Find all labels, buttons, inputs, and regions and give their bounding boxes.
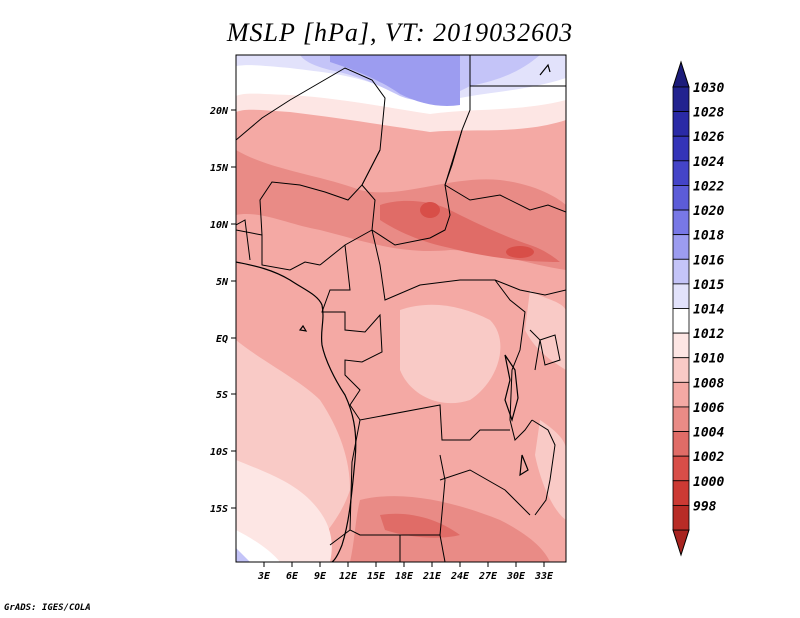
colorbar-swatch <box>672 504 690 531</box>
colorbar-label: 1000 <box>693 475 724 490</box>
lat-tick: 5S <box>216 390 228 401</box>
colorbar-label: 1024 <box>693 155 724 170</box>
colorbar-label: 1004 <box>693 426 724 441</box>
colorbar-label: 1012 <box>693 327 724 342</box>
lat-tick: 15N <box>210 163 229 174</box>
lat-tick: 5N <box>216 277 229 288</box>
colorbar-label: 1002 <box>693 450 724 465</box>
lat-tick: 20N <box>209 106 229 117</box>
lon-tick: 33E <box>534 571 554 582</box>
colorbar-swatch <box>672 135 690 162</box>
colorbar-swatch <box>672 234 690 260</box>
colorbar-label: 1022 <box>693 179 724 194</box>
colorbar-label: 1014 <box>693 303 724 318</box>
colorbar-swatch <box>672 455 690 482</box>
colorbar-swatch <box>672 160 690 186</box>
colorbar-label: 1016 <box>693 253 724 268</box>
colorbar-swatch <box>672 381 690 408</box>
lon-tick: 30E <box>506 571 526 582</box>
colorbar-swatch <box>672 209 690 236</box>
colorbar-swatch <box>672 283 690 309</box>
colorbar-label: 1008 <box>693 376 724 391</box>
map-frame <box>235 54 567 563</box>
coastline <box>236 63 551 562</box>
lon-tick: 24E <box>450 571 470 582</box>
lon-tick: 12E <box>339 571 358 582</box>
lon-tick: 9E <box>314 571 327 582</box>
colorbar-swatch <box>672 86 690 113</box>
lon-tick: 21E <box>422 571 442 582</box>
colorbar-label: 1006 <box>693 401 724 416</box>
lat-tick: 10S <box>210 447 228 458</box>
colorbar-swatch <box>672 357 690 383</box>
lat-tick: 10N <box>210 220 229 231</box>
colorbar-swatch <box>672 406 690 432</box>
map-title: MSLP [hPa], VT: 2019032603 <box>226 18 574 47</box>
lon-tick: 15E <box>367 571 386 582</box>
lon-tick: 6E <box>286 571 299 582</box>
lat-tick: EQ <box>216 334 228 345</box>
colorbar-swatch <box>672 332 690 359</box>
colorbar-label: 1015 <box>693 278 724 293</box>
colorbar-swatch <box>672 431 690 457</box>
colorbar-swatch <box>672 185 690 211</box>
colorbar-label: 998 <box>693 499 717 514</box>
lon-tick: 18E <box>395 571 414 582</box>
lon-tick: 27E <box>478 571 498 582</box>
colorbar-label: 1028 <box>693 106 724 121</box>
colorbar-swatch <box>672 111 690 137</box>
lat-axis: 20N 15N 10N 5N EQ 5S 10S 15S <box>209 106 236 515</box>
country-boundaries <box>236 55 566 562</box>
lon-axis: 3E 6E 9E 12E 15E 18E 21E 24E 27E 30E 33E <box>257 562 554 582</box>
colorbar-label: 1026 <box>693 130 724 145</box>
lon-tick: 3E <box>257 571 271 582</box>
colorbar-label: 1018 <box>693 229 724 244</box>
colorbar-bottom-arrow <box>672 529 690 557</box>
colorbar-legend: 1030 1028 1026 1024 1022 1020 1018 1016 1015 1014… <box>672 60 724 557</box>
colorbar-swatch <box>672 258 690 285</box>
colorbar-label: 1020 <box>693 204 724 219</box>
pressure-field <box>236 55 566 562</box>
credit-label: GrADS: IGES/COLA <box>4 603 91 613</box>
colorbar-top-arrow <box>672 60 690 88</box>
lat-tick: 15S <box>210 504 228 515</box>
colorbar-swatch <box>672 308 690 334</box>
colorbar-label: 1010 <box>693 352 724 367</box>
colorbar-label: 1030 <box>693 81 724 96</box>
colorbar-swatch <box>672 480 690 506</box>
